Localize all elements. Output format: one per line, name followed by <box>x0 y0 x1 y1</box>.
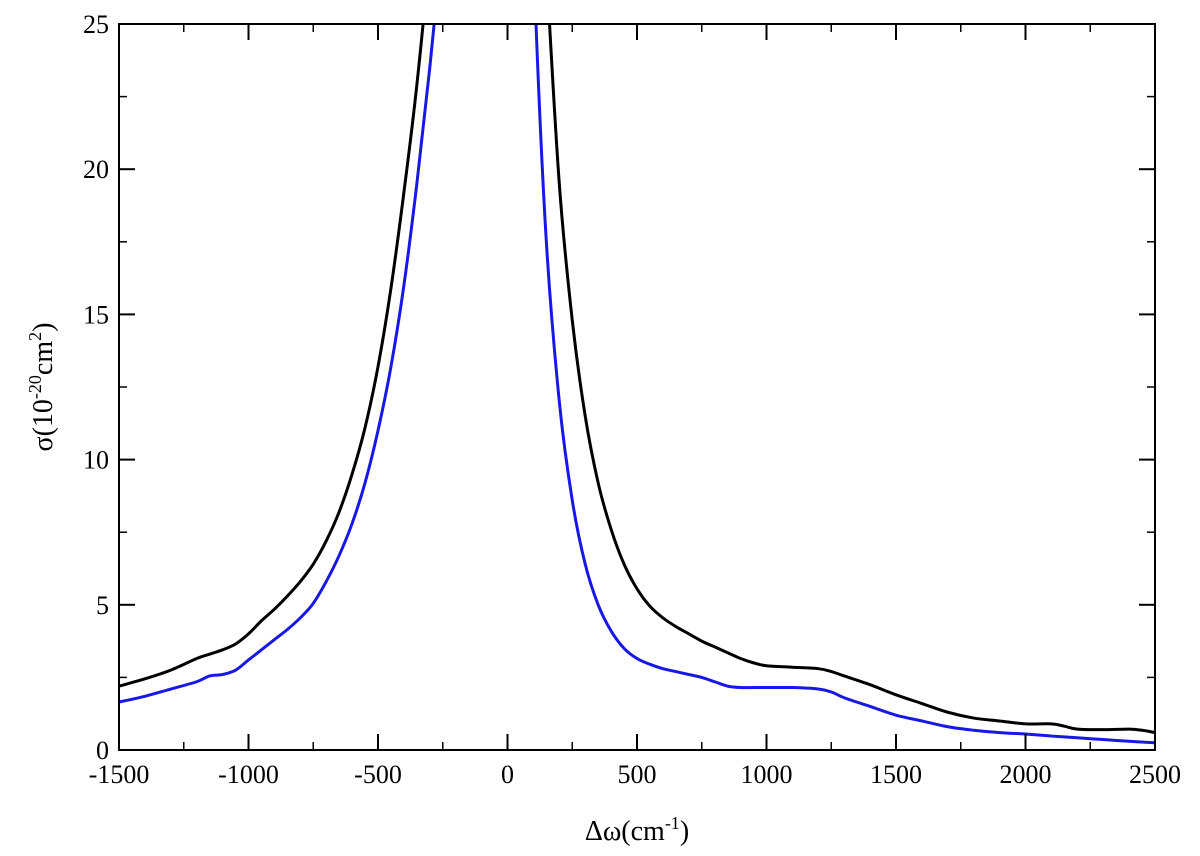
x-tick-label: 500 <box>618 760 657 789</box>
x-tick-label: 2000 <box>1000 760 1052 789</box>
x-tick-label: 2500 <box>1129 760 1181 789</box>
y-axis-title-sup2: 2 <box>25 332 45 341</box>
series-2-left-line <box>119 24 436 704</box>
x-tick-label: 1000 <box>741 760 793 789</box>
y-tick-label: 20 <box>83 155 109 184</box>
y-axis-title: σ(10-20cm2) <box>25 323 59 452</box>
y-tick-label: 0 <box>96 736 109 765</box>
y-tick-label: 10 <box>83 446 109 475</box>
tick-labels-layer: -1500 -1000 -500 0 500 1000 1500 2000 2500 0 5 10 15… <box>83 10 1181 789</box>
series-2-right-line <box>534 24 1155 745</box>
x-tick-label: 1500 <box>870 760 922 789</box>
y-tick-label: 15 <box>83 300 109 329</box>
x-tick-label: -500 <box>354 760 402 789</box>
y-axis-title-mid: cm <box>28 341 59 375</box>
x-tick-label: 0 <box>501 760 514 789</box>
ticks-layer <box>118 23 1156 751</box>
x-tick-label: -1500 <box>89 760 150 789</box>
x-axis-title: Δω(cm-1) <box>585 813 689 847</box>
x-axis-title-base: Δω(cm <box>585 816 665 847</box>
y-axis-title-base: σ(10 <box>28 399 59 451</box>
x-tick-label: -1000 <box>218 760 279 789</box>
x-axis-title-tail: ) <box>680 816 689 847</box>
x-axis-title-sup: -1 <box>665 813 680 833</box>
y-axis-title-sup1: -20 <box>25 375 45 399</box>
y-axis-title-tail: ) <box>28 323 59 332</box>
series-1-left-line <box>119 24 425 688</box>
series-1-right-line <box>548 24 1155 735</box>
y-tick-label: 5 <box>96 591 109 620</box>
series-layer <box>119 24 1155 745</box>
y-tick-label: 25 <box>83 10 109 39</box>
